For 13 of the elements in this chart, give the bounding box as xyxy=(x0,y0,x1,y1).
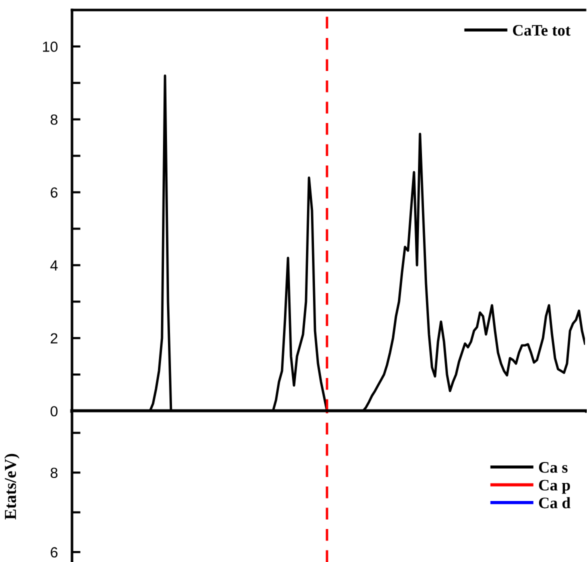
legend-label: Ca s xyxy=(539,462,568,473)
y-tick-label: 10 xyxy=(43,42,58,52)
y-tick-label: 0 xyxy=(50,406,58,416)
y-tick-label: 4 xyxy=(50,260,58,270)
y-tick-label: 8 xyxy=(50,114,58,125)
y-tick-label: 8 xyxy=(50,468,58,478)
legend-label: Ca d xyxy=(539,497,570,508)
y-tick-label: 6 xyxy=(50,187,58,198)
legend-label: Ca p xyxy=(539,480,570,494)
y-tick-label: 6 xyxy=(50,547,58,558)
legend-label: CaTe tot xyxy=(512,24,571,36)
y-tick-label: 2 xyxy=(50,333,58,344)
y-axis-title: Etats/eV) xyxy=(4,454,20,520)
